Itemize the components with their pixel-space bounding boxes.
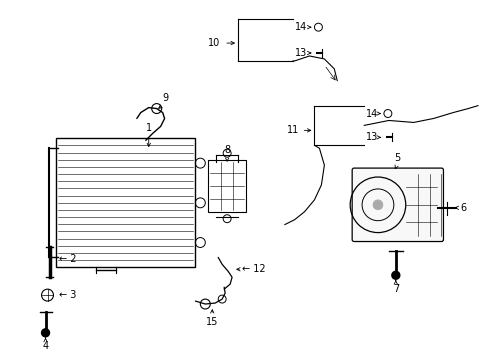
Text: 14: 14 <box>294 22 306 32</box>
Text: 13: 13 <box>294 48 306 58</box>
Text: ← 12: ← 12 <box>242 264 265 274</box>
Text: 8: 8 <box>224 145 230 155</box>
Text: ← 3: ← 3 <box>60 290 77 300</box>
Bar <box>56 138 195 267</box>
Text: ← 2: ← 2 <box>60 255 77 264</box>
Text: 14: 14 <box>366 108 378 118</box>
Text: 5: 5 <box>393 153 399 163</box>
Circle shape <box>41 329 49 337</box>
Text: 4: 4 <box>42 341 48 351</box>
Text: 1: 1 <box>145 123 151 133</box>
Text: 13: 13 <box>366 132 378 142</box>
FancyBboxPatch shape <box>351 168 443 242</box>
Text: 10: 10 <box>207 38 220 48</box>
Text: 11: 11 <box>287 125 299 135</box>
Text: 6: 6 <box>459 203 466 213</box>
Circle shape <box>391 271 399 279</box>
Bar <box>208 160 245 212</box>
Text: 15: 15 <box>205 317 218 327</box>
Text: 7: 7 <box>392 284 398 294</box>
Circle shape <box>372 200 382 210</box>
Text: 9: 9 <box>162 93 168 103</box>
